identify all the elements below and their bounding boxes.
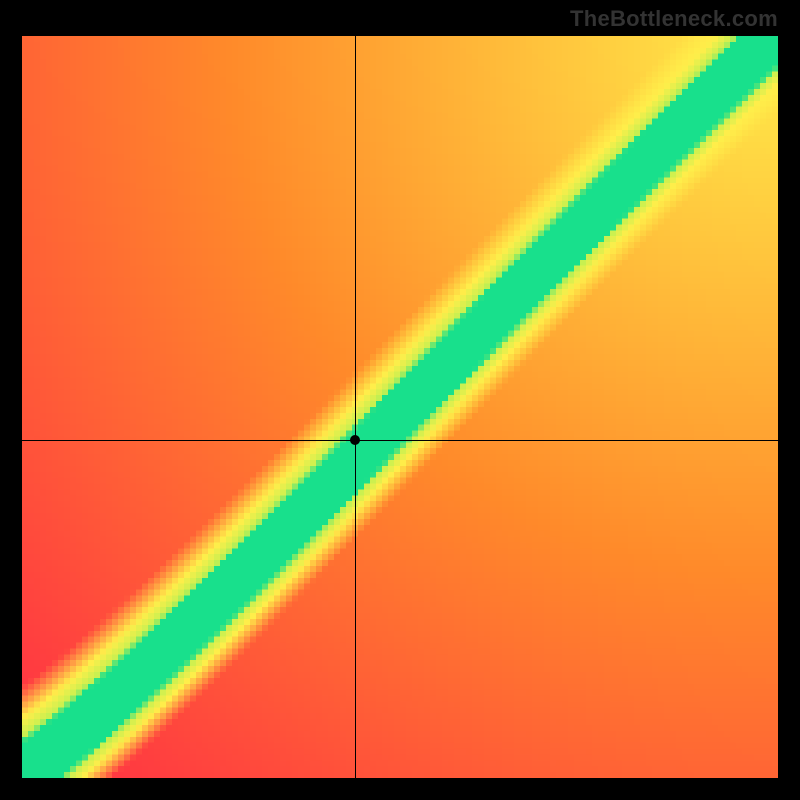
- watermark-text: TheBottleneck.com: [570, 6, 778, 32]
- crosshair-horizontal: [22, 440, 778, 441]
- plot-area: [22, 36, 778, 778]
- heatmap-canvas: [22, 36, 778, 778]
- data-point: [350, 435, 360, 445]
- crosshair-vertical: [355, 36, 356, 778]
- chart-container: TheBottleneck.com: [0, 0, 800, 800]
